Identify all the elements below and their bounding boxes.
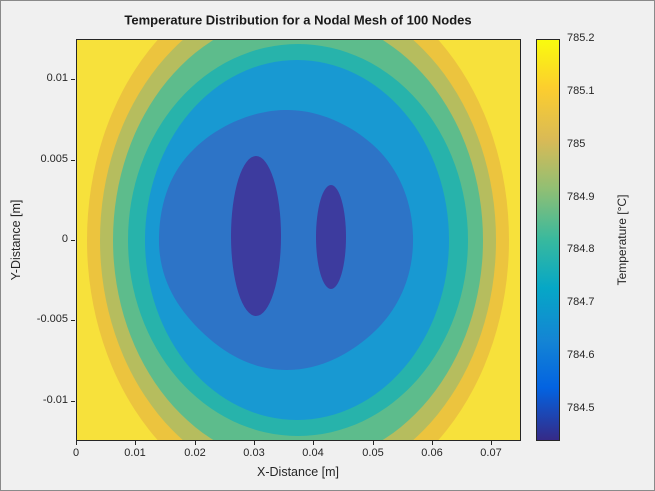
x-tick-label: 0.04 — [302, 447, 324, 459]
y-tick-mark — [71, 160, 75, 161]
y-tick-mark — [71, 240, 75, 241]
x-tick-label: 0.07 — [480, 447, 502, 459]
y-tick-label: 0.01 — [46, 72, 68, 84]
x-tick-mark — [313, 441, 314, 445]
chart-title: Temperature Distribution for a Nodal Mes… — [124, 12, 472, 28]
colorbar-tick-label: 785.2 — [567, 32, 595, 44]
axes-box-border — [76, 39, 521, 441]
colorbar-axis-label: Temperature [°C] — [615, 194, 629, 286]
contour-band-784-5-784-6 — [158, 109, 414, 370]
x-tick-mark — [195, 441, 196, 445]
x-axis-label: X-Distance [m] — [257, 465, 339, 479]
contour-plot-svg — [76, 39, 521, 441]
x-tick-mark — [254, 441, 255, 445]
x-tick-label: 0.06 — [421, 447, 443, 459]
colorbar-tick-label: 784.9 — [567, 191, 595, 203]
colorbar-tick-label: 784.6 — [567, 349, 595, 361]
colorbar-tick-label: 784.7 — [567, 296, 595, 308]
contour-minimum-blob-secondary — [316, 185, 346, 289]
x-tick-mark — [491, 441, 492, 445]
y-tick-label: -0.01 — [42, 394, 68, 406]
y-tick-mark — [71, 320, 75, 321]
colorbar-tick-label: 784.8 — [567, 243, 595, 255]
y-tick-label: -0.005 — [36, 313, 68, 325]
y-tick-mark — [71, 401, 75, 402]
x-tick-label: 0 — [72, 447, 80, 459]
x-tick-label: 0.03 — [243, 447, 265, 459]
x-tick-label: 0.01 — [124, 447, 146, 459]
colorbar-tick-label: 785 — [567, 138, 586, 150]
x-tick-mark — [76, 441, 77, 445]
colorbar-tick-label: 785.1 — [567, 85, 595, 97]
y-tick-label: 0 — [61, 233, 68, 245]
x-tick-label: 0.02 — [184, 447, 206, 459]
contour-plot-area — [76, 39, 521, 441]
colorbar-tick-label: 784.5 — [567, 402, 595, 414]
colorbar-gradient — [536, 39, 560, 441]
x-tick-mark — [135, 441, 136, 445]
y-tick-mark — [71, 79, 75, 80]
x-tick-mark — [373, 441, 374, 445]
y-axis-label: Y-Distance [m] — [9, 199, 23, 281]
y-tick-label: 0.005 — [40, 153, 68, 165]
x-tick-mark — [432, 441, 433, 445]
x-tick-label: 0.05 — [362, 447, 384, 459]
contour-minimum-blob-primary — [231, 156, 281, 316]
